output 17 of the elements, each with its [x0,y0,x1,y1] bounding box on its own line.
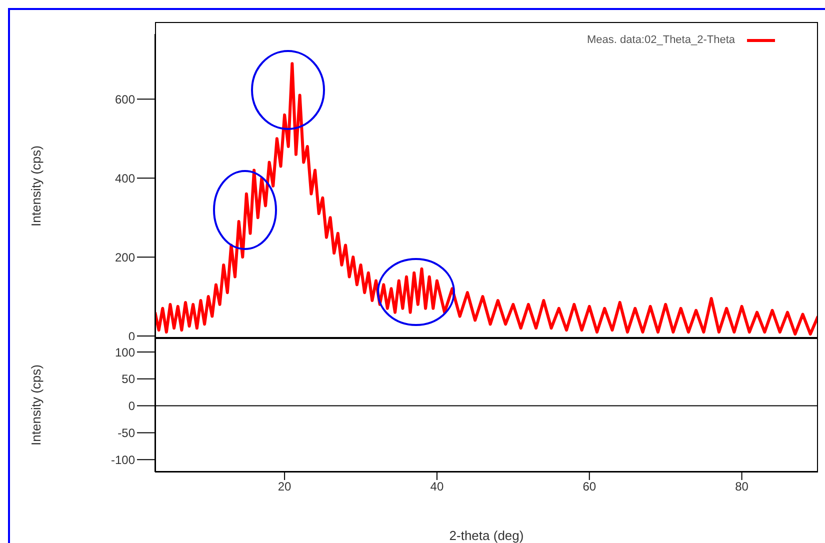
x-tick-label: 40 [430,480,444,494]
y-tick-label: 600 [114,92,136,106]
y-tick-label: 50 [122,372,136,386]
x-tick-label: 80 [735,480,749,494]
x-tick-label: 60 [582,480,596,494]
y-tick-label: -100 [110,452,136,467]
y-tick-label: -50 [118,426,136,440]
y-tick-label: 400 [114,171,136,186]
y-tick-label: 100 [114,345,136,360]
y-tick-label: 0 [128,399,136,414]
y-tick-label: 0 [128,329,136,344]
x-tick-label: 20 [278,480,292,494]
x-axis-title: 2-theta (deg) [449,528,524,543]
legend-label: Meas. data:02_Theta_2-Theta [587,34,735,46]
y-axis-title: Intensity (cps) [28,146,44,226]
y-axis-title: Intensity (cps) [28,364,44,446]
y-tick-label: 200 [114,250,136,264]
